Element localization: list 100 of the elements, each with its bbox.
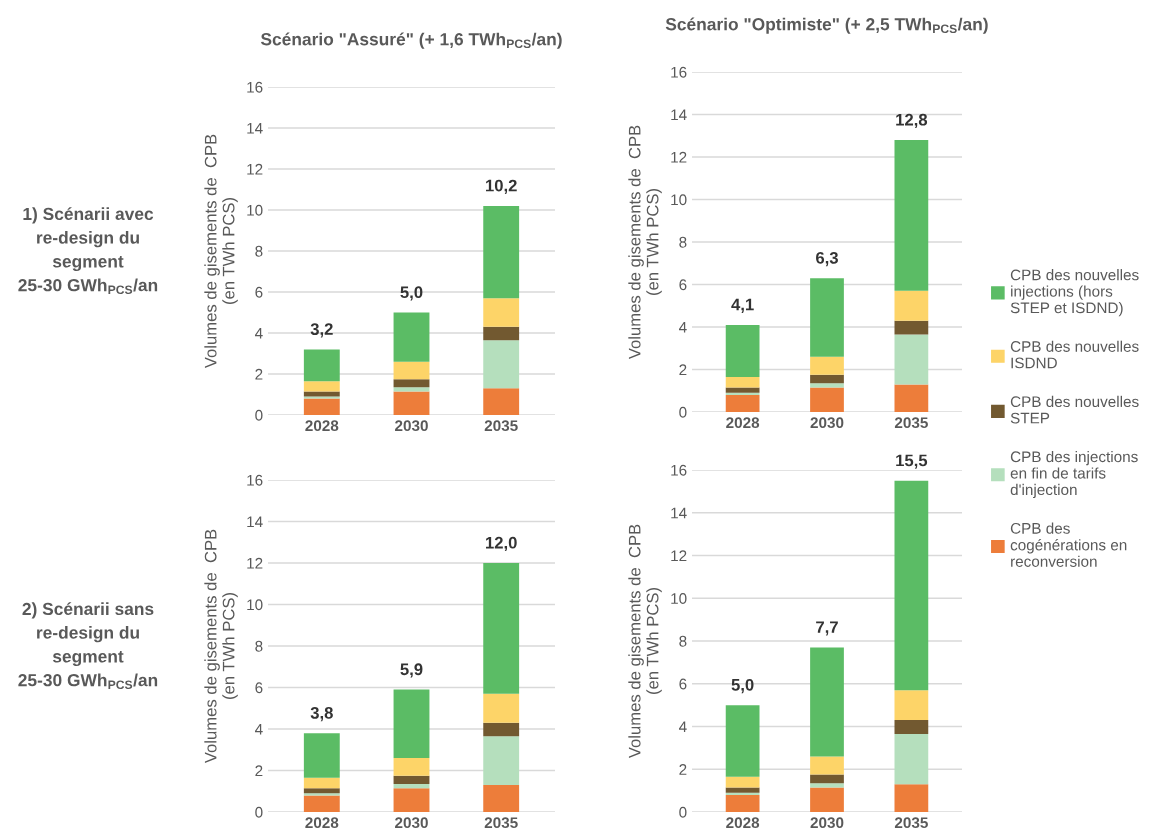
y-tick-label: 0	[679, 806, 687, 818]
y-tick-label: 16	[247, 81, 263, 93]
bar	[810, 774, 844, 784]
bar	[483, 736, 520, 786]
y-axis-title: Volumes de gisements de CPB (en TWh PCS)	[628, 524, 662, 759]
bar	[303, 777, 340, 789]
y-tick-label: 4	[254, 724, 263, 735]
y-tick-label: 6	[255, 286, 263, 298]
bar	[393, 758, 430, 776]
y-axis-title: Volumes de gisements de CPB (en TWh PCS)	[204, 529, 238, 764]
total-label: 12,8	[896, 113, 928, 129]
bar	[725, 776, 760, 788]
text: 1) Scénarii avec re-design du segment 25-30 GWh$_{PCS}$/an	[18, 207, 158, 295]
x-tick-label: 2030	[395, 420, 428, 432]
total-label: 12,0	[486, 536, 517, 552]
y-tick-label: 10	[671, 194, 687, 206]
y-tick-label: 4	[678, 322, 687, 333]
bar	[393, 775, 430, 784]
y-tick-label: 16	[247, 474, 263, 486]
y-tick-label: 6	[679, 678, 687, 690]
y-tick-label: 4	[254, 328, 263, 339]
x-tick-label: 2030	[395, 817, 428, 829]
y-tick-label: 6	[679, 279, 687, 291]
x-tick-label: 2030	[810, 817, 844, 829]
bar	[894, 290, 929, 321]
bar	[725, 387, 760, 393]
total-label: 3,8	[310, 706, 333, 722]
legend-label: CPB des cogénérations en reconversion	[1010, 522, 1127, 567]
bar	[393, 788, 430, 812]
bar	[725, 324, 760, 377]
y-tick-label: 14	[247, 123, 263, 134]
bar	[725, 392, 760, 395]
bar	[483, 388, 520, 415]
bar	[483, 785, 520, 812]
bar	[810, 387, 844, 412]
y-tick-label: 16	[671, 464, 687, 476]
bar	[483, 693, 520, 723]
bar	[725, 395, 760, 412]
bar	[393, 783, 430, 789]
y-tick-label: 2	[255, 765, 263, 777]
y-tick-label: 12	[671, 550, 687, 562]
bar	[810, 783, 844, 788]
bar	[894, 384, 929, 412]
total-label: 5,0	[731, 678, 754, 694]
legend-label: CPB des nouvelles STEP	[1010, 395, 1139, 424]
bar	[810, 756, 844, 775]
y-tick-label: 14	[671, 507, 687, 519]
y-tick-label: 10	[247, 599, 263, 611]
chart-title: Scénario "Assuré" (+ 1,6 TWh$_{PCS}$/an)	[260, 32, 562, 49]
y-tick-label: 2	[679, 764, 687, 775]
bar	[393, 689, 430, 759]
total-label: 10,2	[486, 179, 517, 194]
y-tick-label: 0	[255, 409, 263, 421]
y-axis-title: Volumes de gisements de CPB (en TWh PCS)	[628, 125, 662, 360]
y-tick-label: 4	[678, 721, 687, 733]
y-axis-title: Volumes de gisements de CPB (en TWh PCS)	[204, 134, 238, 369]
bar	[393, 387, 430, 392]
total-label: 5,9	[400, 663, 423, 678]
bar	[303, 398, 340, 415]
legend-label: CPB des nouvelles ISDND	[1010, 340, 1139, 369]
y-tick-label: 12	[247, 163, 263, 175]
y-tick-label: 12	[247, 557, 263, 569]
y-tick-label: 12	[671, 151, 687, 163]
bar	[303, 795, 340, 812]
bar	[810, 647, 844, 757]
y-tick-label: 14	[671, 109, 687, 121]
total-label: 15,5	[896, 454, 928, 469]
bar	[725, 792, 760, 795]
bar	[810, 356, 844, 375]
bar	[483, 205, 520, 299]
x-tick-label: 2028	[305, 420, 339, 432]
y-tick-label: 8	[255, 245, 263, 257]
y-tick-label: 0	[679, 406, 687, 418]
x-tick-label: 2035	[484, 420, 518, 432]
x-tick-label: 2028	[726, 417, 760, 429]
bar	[810, 374, 844, 384]
bar	[894, 784, 929, 812]
x-tick-label: 2030	[810, 417, 844, 429]
y-tick-label: 14	[247, 516, 263, 528]
bar	[483, 722, 520, 737]
y-tick-label: 16	[671, 66, 687, 78]
bar	[393, 312, 430, 362]
y-tick-label: 8	[679, 635, 687, 647]
bar	[483, 563, 520, 694]
total-label: 3,2	[310, 323, 333, 338]
chart-title: Scénario "Optimiste" (+ 2,5 TWh$_{PCS}$/an)	[665, 17, 988, 34]
legend-label: CPB des nouvelles injections (hors STEP et ISDND)	[1010, 269, 1139, 317]
y-tick-label: 8	[255, 640, 263, 652]
bar	[303, 349, 340, 382]
bar	[725, 376, 760, 388]
bar	[483, 326, 520, 341]
total-label: 6,3	[816, 251, 838, 267]
bar	[303, 788, 340, 794]
bar	[483, 340, 520, 389]
bar	[393, 379, 430, 388]
x-tick-label: 2035	[484, 817, 518, 829]
bar	[483, 298, 520, 327]
bar	[894, 720, 929, 734]
bar	[303, 793, 340, 796]
y-tick-label: 2	[679, 364, 687, 376]
